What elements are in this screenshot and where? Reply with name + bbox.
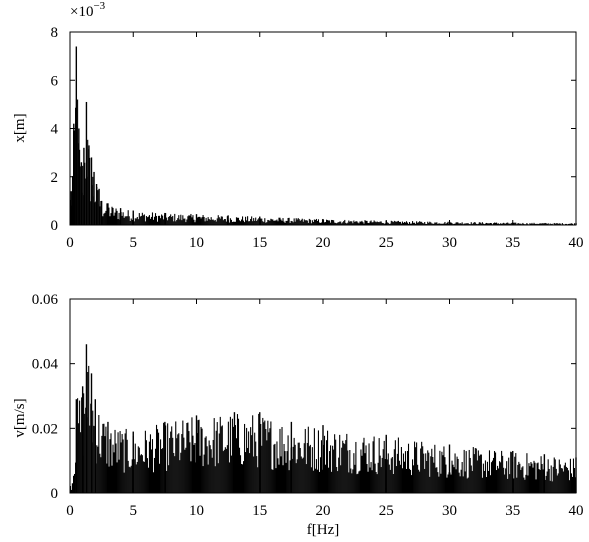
displacement-x-tick-label: 10 <box>189 235 204 251</box>
displacement-x-tick-label: 0 <box>66 235 74 251</box>
displacement-spectrum-bars <box>69 46 577 225</box>
velocity-y-axis-label: v[m/s] <box>12 398 28 437</box>
velocity-x-tick-label: 35 <box>505 503 520 519</box>
displacement-y-tick-label: 0 <box>51 218 59 234</box>
velocity-spectrum-bars <box>69 344 577 493</box>
velocity-y-tick-label: 0.04 <box>32 357 59 373</box>
displacement-plot-frame <box>69 31 577 226</box>
velocity-x-tick-label: 0 <box>66 503 74 519</box>
displacement-y-tick-label: 8 <box>51 25 59 41</box>
velocity-x-tick-label: 20 <box>316 503 331 519</box>
displacement-y-axis-label: x[m] <box>12 113 28 142</box>
velocity-x-tick-label: 5 <box>130 503 138 519</box>
velocity-y-tick-label: 0.06 <box>32 292 59 308</box>
displacement-y-multiplier: ×10−3 <box>70 0 106 20</box>
displacement-x-tick-label: 5 <box>130 235 138 251</box>
displacement-y-tick-label: 2 <box>51 170 59 186</box>
displacement-x-ticks: 0 5 10 15 20 25 30 35 40 <box>66 32 584 251</box>
velocity-y-tick-label: 0.02 <box>32 421 58 437</box>
velocity-spectrum-panel: 0 5 10 15 20 25 30 35 40 0 0.02 0.04 0.06 v[m/s] f[… <box>12 292 584 538</box>
velocity-x-ticks: 0 5 10 15 20 25 30 35 40 <box>66 299 584 519</box>
frequency-x-axis-label: f[Hz] <box>307 522 339 538</box>
displacement-x-tick-label: 40 <box>569 235 584 251</box>
velocity-x-tick-label: 30 <box>442 503 457 519</box>
displacement-x-tick-label: 25 <box>379 235 394 251</box>
displacement-x-tick-label: 30 <box>442 235 457 251</box>
displacement-y-tick-label: 6 <box>51 73 59 89</box>
velocity-x-tick-label: 15 <box>252 503 267 519</box>
displacement-y-ticks: 0 2 4 6 8 <box>51 25 576 234</box>
velocity-x-tick-label: 10 <box>189 503 204 519</box>
velocity-y-ticks: 0 0.02 0.04 0.06 <box>32 292 576 502</box>
velocity-y-tick-label: 0 <box>51 486 59 502</box>
displacement-x-tick-label: 15 <box>252 235 267 251</box>
displacement-spectrum-panel: 0 5 10 15 20 25 30 35 40 0 2 4 6 8 ×10−3 x[m] <box>12 0 584 251</box>
velocity-x-tick-label: 40 <box>569 503 584 519</box>
velocity-x-tick-label: 25 <box>379 503 394 519</box>
displacement-x-tick-label: 20 <box>316 235 331 251</box>
displacement-x-tick-label: 35 <box>505 235 520 251</box>
displacement-y-tick-label: 4 <box>51 122 59 138</box>
